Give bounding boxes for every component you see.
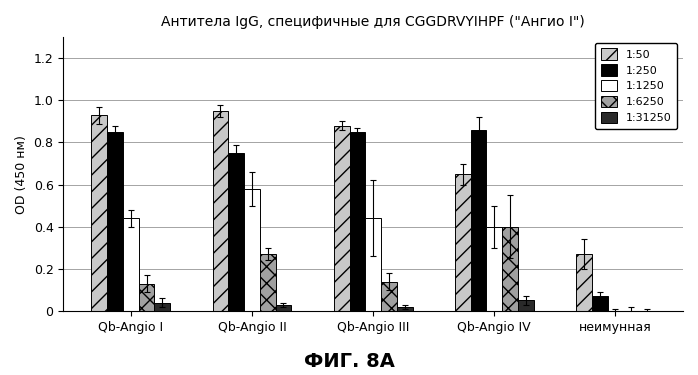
Bar	[154, 303, 170, 311]
Legend: 1:50, 1:250, 1:1250, 1:6250, 1:31250: 1:50, 1:250, 1:1250, 1:6250, 1:31250	[595, 43, 678, 129]
Bar	[381, 282, 396, 311]
Bar	[518, 300, 534, 311]
Text: ФИГ. 8А: ФИГ. 8А	[304, 352, 394, 371]
Bar	[91, 115, 107, 311]
Bar	[455, 174, 470, 311]
Bar	[139, 284, 154, 311]
Bar	[260, 254, 276, 311]
Bar	[123, 218, 139, 311]
Bar	[365, 218, 381, 311]
Bar	[350, 132, 365, 311]
Bar	[470, 130, 487, 311]
Bar	[592, 296, 607, 311]
Title: Антитела IgG, специфичные для CGGDRVYIHPF ("Ангио I"): Антитела IgG, специфичные для CGGDRVYIHP…	[161, 15, 585, 29]
Bar	[334, 126, 350, 311]
Bar	[276, 305, 291, 311]
Bar	[244, 189, 260, 311]
Bar	[228, 153, 244, 311]
Y-axis label: OD (450 нм): OD (450 нм)	[15, 135, 28, 213]
Bar	[396, 307, 413, 311]
Bar	[107, 132, 123, 311]
Bar	[576, 254, 592, 311]
Bar	[213, 111, 228, 311]
Bar	[487, 227, 502, 311]
Bar	[502, 227, 518, 311]
